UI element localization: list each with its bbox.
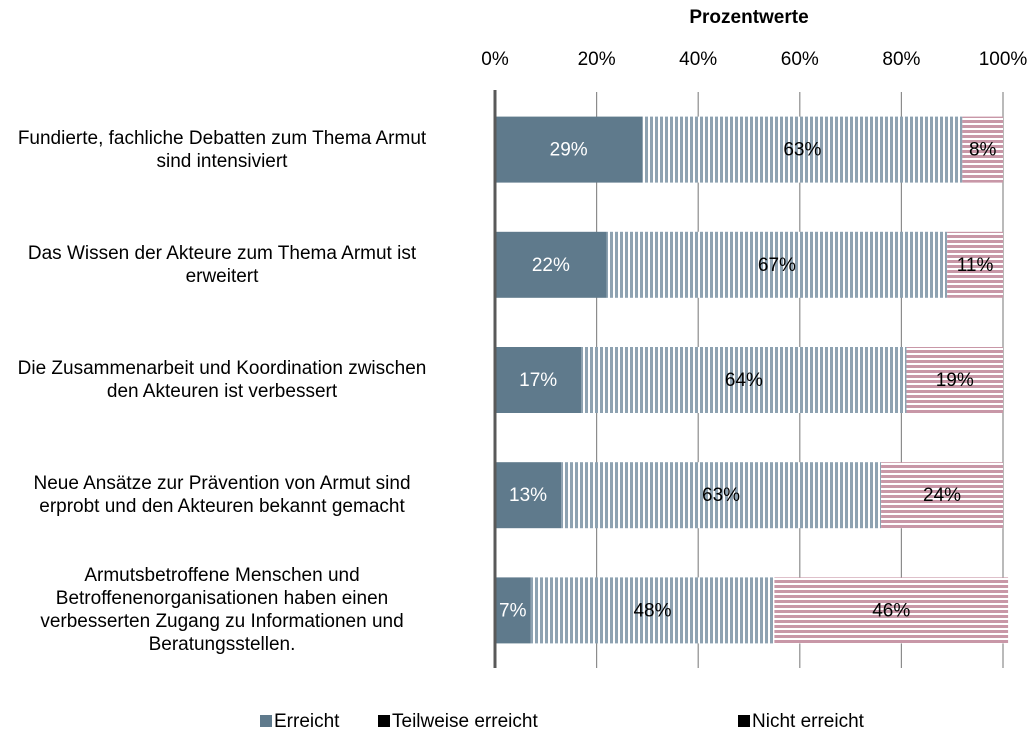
value-label: 24% (923, 485, 961, 506)
bar-segment (881, 462, 1003, 529)
value-label: 7% (499, 600, 527, 621)
value-label: 48% (633, 600, 671, 621)
x-tick-label: 80% (882, 49, 920, 70)
category-label: Das Wissen der Akteure zum Thema Armut i… (27, 242, 417, 287)
x-tick-label: 60% (781, 49, 819, 70)
bar-segment (530, 577, 775, 644)
value-label: 8% (969, 140, 997, 161)
bar-segment (495, 577, 531, 644)
legend-label: Erreicht (274, 711, 340, 732)
category-label: Neue Ansätze zur Prävention von Armut si… (33, 473, 411, 518)
bar-segment (962, 116, 1003, 183)
value-label: 29% (550, 140, 588, 161)
value-label: 17% (519, 370, 557, 391)
value-label: 11% (957, 255, 994, 276)
x-tick-label: 0% (481, 49, 509, 70)
category-label: Fundierte, fachliche Debatten zum Thema … (17, 127, 427, 172)
x-tick-label: 20% (578, 49, 616, 70)
legend-marker (378, 715, 390, 727)
value-label: 46% (872, 600, 910, 621)
value-label: 63% (783, 140, 821, 161)
value-label: 22% (532, 255, 570, 276)
bar-segment (606, 231, 948, 298)
value-label: 64% (725, 370, 763, 391)
bar-segment (774, 577, 1009, 644)
bar-segment (906, 347, 1003, 413)
value-label: 19% (936, 370, 974, 391)
category-label: Die Zusammenarbeit und Koordination zwis… (17, 358, 427, 402)
x-tick-label: 100% (979, 49, 1028, 70)
legend-label: Nicht erreicht (752, 711, 865, 732)
bar-segment (947, 231, 1003, 298)
legend-marker (260, 715, 272, 727)
bar-segment (495, 347, 582, 413)
bar-segment (495, 462, 562, 529)
bar-segment (561, 462, 882, 529)
value-label: 13% (509, 485, 547, 506)
value-label: 63% (702, 485, 740, 506)
value-label: 67% (758, 255, 796, 276)
legend-label: Teilweise erreicht (392, 711, 538, 732)
bar-segment (495, 231, 607, 298)
bar-segment (495, 116, 643, 183)
legend-marker (738, 715, 750, 727)
x-tick-label: 40% (679, 49, 717, 70)
axis-title: Prozentwerte (689, 7, 808, 28)
bar-segment (642, 116, 963, 183)
bar-segment (581, 347, 907, 413)
category-label: Armutsbetroffene Menschen und Betroffene… (40, 565, 404, 656)
